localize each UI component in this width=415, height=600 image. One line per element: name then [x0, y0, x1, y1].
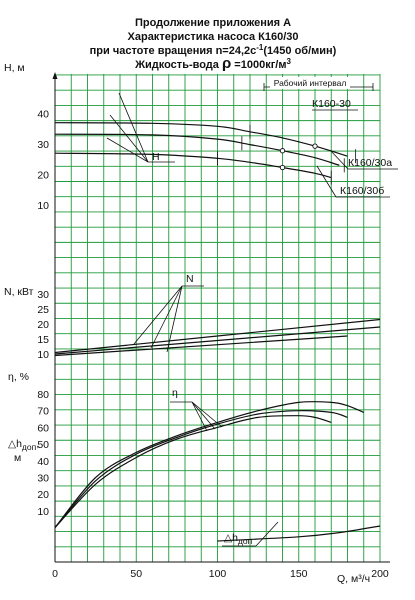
- grid: [54, 74, 381, 563]
- title-line-4: Жидкость-вода ρ =1000кг/м3: [134, 55, 291, 72]
- optimal-point-marker: [312, 143, 318, 149]
- n-leader: N: [133, 273, 204, 353]
- working-interval-label: Рабочий интервал: [274, 78, 347, 88]
- h-к160-30б-curve: [54, 152, 332, 179]
- H-tick-label: 30: [37, 139, 49, 151]
- x-tick-label: 150: [290, 568, 308, 580]
- eta-tick-label: 20: [37, 489, 49, 501]
- x-tick-label: 50: [130, 568, 142, 580]
- n-leader-label: N: [186, 273, 194, 285]
- optimal-point-marker: [279, 148, 286, 154]
- k160-30-label-group: К160-30: [312, 98, 358, 111]
- x-tick-label: 200: [371, 568, 389, 580]
- eta-leader-label: η: [172, 387, 178, 399]
- y-axis-arrow: [52, 72, 58, 79]
- title-line-2: Характеристика насоса К160/30: [128, 31, 299, 43]
- eta-tick-label: 50: [37, 439, 49, 451]
- N-tick-label: 15: [37, 334, 49, 346]
- eta-tick-label: 30: [37, 473, 49, 485]
- k160-30b-label-group: К160/30б: [316, 165, 390, 198]
- eta-axis-label: η, %: [8, 371, 29, 383]
- eta-к160-30а-curve: [54, 410, 348, 528]
- eta-tick-label: 60: [37, 422, 49, 434]
- tick-labels: 0 50 100 150 200 10 20 30 40 10 15 20 25 30 10 20 30 40 50…: [37, 109, 389, 581]
- eta-к160-30б-curve: [54, 415, 332, 529]
- h-к160-30а-curve: [54, 133, 340, 166]
- h-axis-label: H, м: [4, 62, 25, 74]
- x-tick-label: 100: [209, 568, 227, 580]
- dh-axis-label: △hдоп, м: [8, 438, 39, 464]
- title-line-3: при частоте вращения n=24,2с-1(1450 об/м…: [90, 43, 337, 57]
- H-tick-label: 20: [37, 170, 49, 182]
- dh-h-доп-curve: [217, 525, 381, 542]
- working-interval: Рабочий интервал: [263, 77, 374, 91]
- eta-tick-label: 80: [37, 389, 49, 401]
- x-tick-label: 0: [52, 568, 58, 580]
- eta-tick-label: 40: [37, 456, 49, 468]
- n-к160-30б-curve: [54, 335, 348, 357]
- k160-30-label: К160-30: [312, 98, 351, 110]
- H-tick-label: 10: [37, 200, 49, 212]
- eta-tick-label: 70: [37, 406, 49, 418]
- curves: [54, 122, 381, 542]
- n-axis-label: N, кВт: [4, 286, 34, 298]
- dh-leader: △hдоп: [222, 521, 279, 547]
- N-tick-label: 25: [37, 304, 49, 316]
- title-line-1: Продолжение приложения А: [135, 17, 291, 29]
- k160-30b-label: К160/30б: [340, 185, 384, 197]
- h-leader-label: H: [152, 151, 160, 163]
- dh-leader-label: △hдоп: [224, 532, 253, 546]
- H-tick-label: 40: [37, 109, 49, 121]
- eta-к160-30-curve: [54, 401, 365, 528]
- optimal-point-marker: [279, 164, 286, 171]
- k160-30a-label-group: К160/30а: [329, 149, 398, 170]
- x-axis-label: Q, м³/ч: [337, 573, 370, 585]
- k160-30a-label: К160/30а: [348, 157, 392, 169]
- N-tick-label: 30: [37, 289, 49, 301]
- N-tick-label: 10: [37, 349, 49, 361]
- n-к160-30-curve: [54, 318, 381, 354]
- eta-leader: η: [170, 387, 223, 432]
- svg-text:△hдоп,: △hдоп,: [8, 438, 39, 452]
- eta-tick-label: 10: [37, 506, 49, 518]
- svg-text:м: м: [14, 452, 21, 464]
- h-leader: H: [106, 92, 175, 163]
- N-tick-label: 20: [37, 319, 49, 331]
- n-к160-30а-curve: [54, 326, 381, 355]
